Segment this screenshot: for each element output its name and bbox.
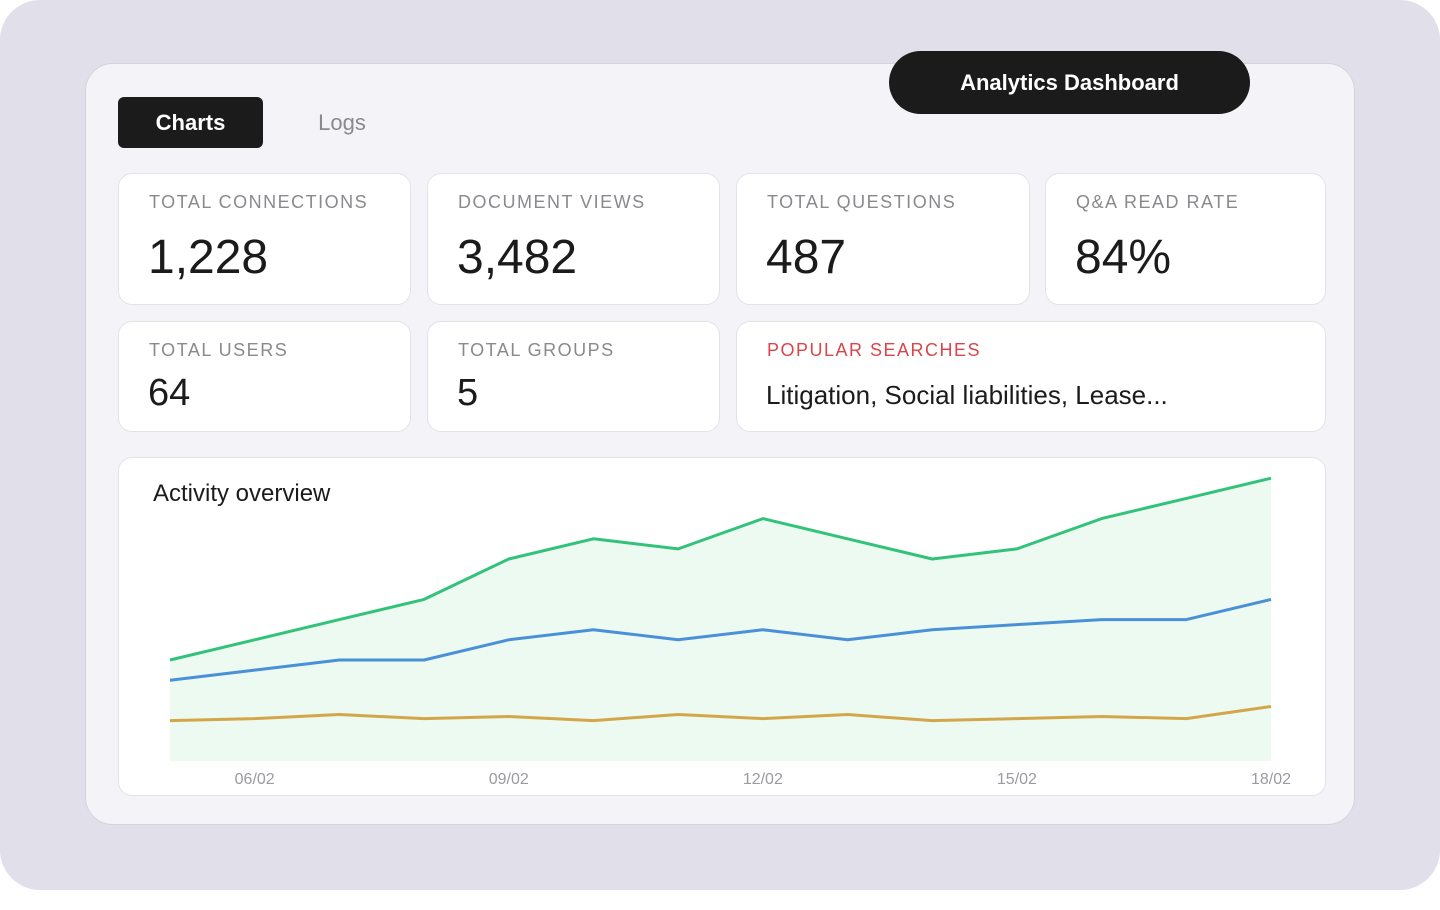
stat-value: 3,482 [457, 231, 578, 284]
stat-card-total-questions: TOTAL QUESTIONS 487 [736, 173, 1030, 305]
stat-card-document-views: DOCUMENT VIEWS 3,482 [427, 173, 720, 305]
x-tick-label: 09/02 [489, 771, 529, 788]
series-0-line [169, 476, 1272, 662]
stat-label: TOTAL QUESTIONS [767, 192, 957, 212]
stat-card-total-users: TOTAL USERS 64 [118, 321, 411, 432]
stat-value: 84% [1075, 231, 1172, 284]
tab-charts[interactable]: Charts [118, 97, 263, 148]
stat-card-popular-searches: POPULAR SEARCHES Litigation, Social liab… [736, 321, 1326, 432]
stat-label: Q&A READ RATE [1076, 192, 1240, 212]
x-tick-label: 18/02 [1251, 771, 1291, 788]
stat-value: 5 [457, 372, 479, 414]
dashboard-title: Analytics Dashboard [889, 51, 1250, 114]
stat-label: TOTAL CONNECTIONS [149, 192, 369, 212]
stat-card-total-connections: TOTAL CONNECTIONS 1,228 [118, 173, 411, 305]
stat-label: TOTAL USERS [149, 340, 289, 360]
stat-label: DOCUMENT VIEWS [458, 192, 646, 212]
activity-chart-card: Activity overview 06/02 09/02 12/02 15/02 18… [118, 457, 1326, 796]
stat-card-total-groups: TOTAL GROUPS 5 [427, 321, 720, 432]
series-2-line [169, 704, 1272, 723]
popular-searches-value: Litigation, Social liabilities, Lease... [766, 380, 1168, 410]
x-tick-label: 15/02 [997, 771, 1037, 788]
stat-card-qa-read-rate: Q&A READ RATE 84% [1045, 173, 1326, 305]
stat-value: 1,228 [148, 231, 269, 284]
series-0-area [170, 478, 1271, 761]
chart-title: Activity overview [153, 480, 331, 507]
stat-value: 64 [148, 372, 191, 414]
series-1-line [169, 597, 1272, 682]
x-tick-label: 06/02 [235, 771, 275, 788]
stat-value: 487 [766, 231, 847, 284]
stat-label: TOTAL GROUPS [458, 340, 615, 360]
x-tick-label: 12/02 [743, 771, 783, 788]
tab-logs[interactable]: Logs [318, 109, 366, 135]
stat-label: POPULAR SEARCHES [767, 340, 982, 360]
activity-chart: 06/02 09/02 12/02 15/02 18/02 [169, 476, 1291, 788]
